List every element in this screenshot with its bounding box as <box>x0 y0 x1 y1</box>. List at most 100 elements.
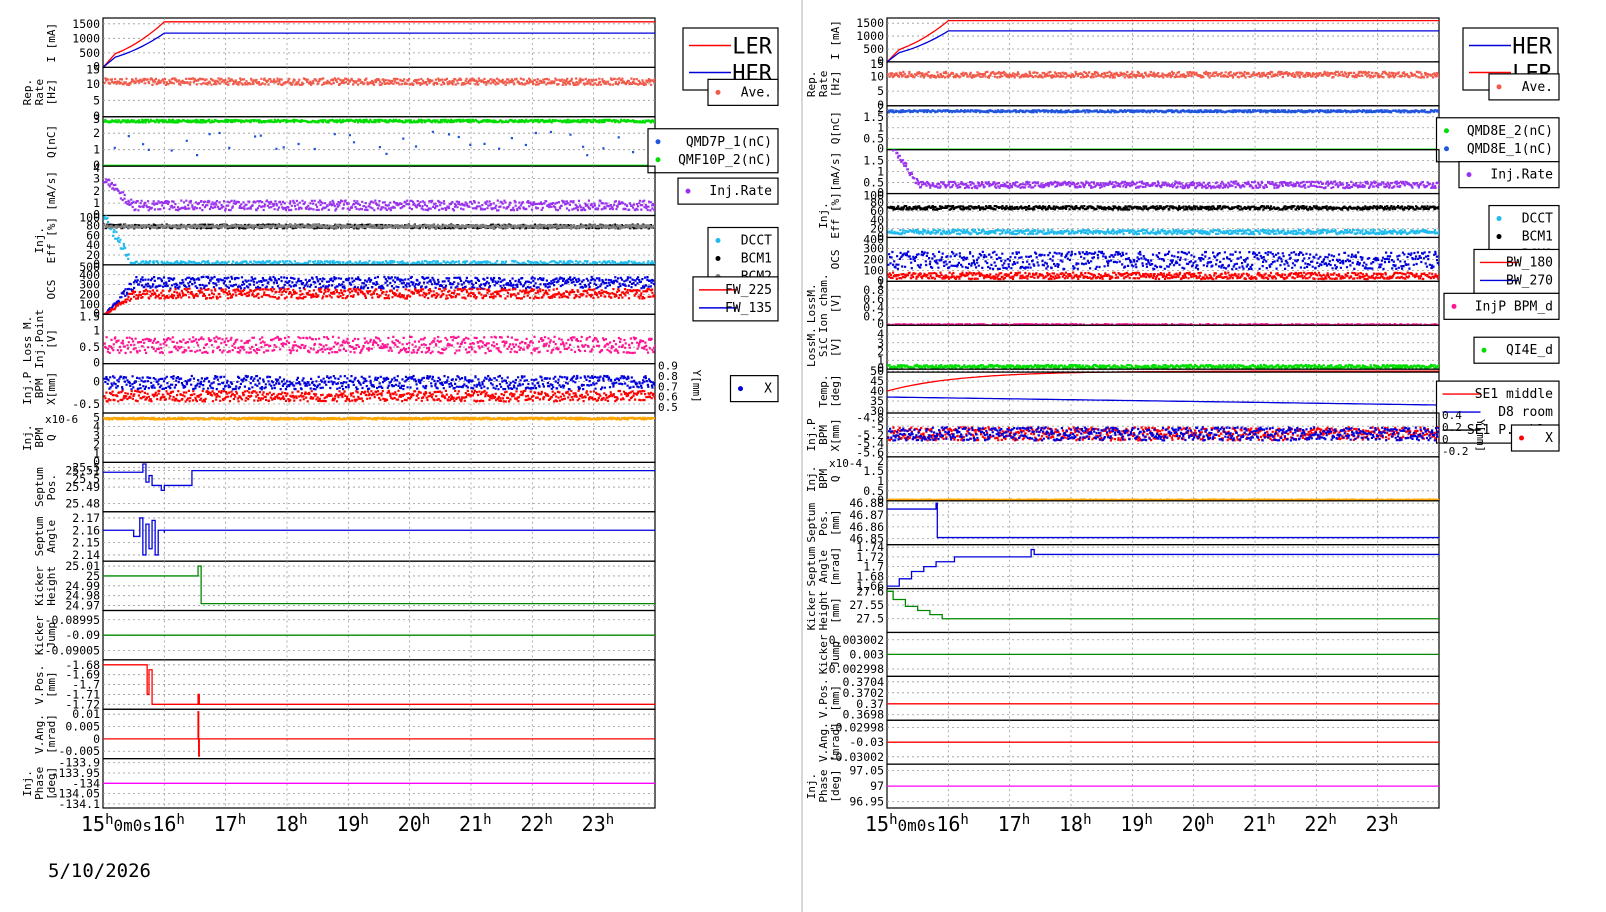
y-tick-label: 10 <box>86 77 100 91</box>
y-tick-label: 0.3704 <box>842 675 884 689</box>
y-label-line: LossM. <box>805 327 818 367</box>
y-axis-label: Inj. BPM Q <box>805 466 842 493</box>
series-ler <box>103 21 655 68</box>
y-tick-label: 0 <box>93 158 100 172</box>
y-axis-label: Q[nC] <box>45 125 58 158</box>
y-label-line: Q[nC] <box>829 111 842 144</box>
y-tick-label: -134.05 <box>52 787 100 801</box>
legend-swatch <box>1481 347 1487 353</box>
y-tick-label: 0.4 <box>863 301 884 315</box>
y-axis-label: [mA/s] <box>45 171 58 211</box>
series-14-1 <box>887 590 1439 620</box>
x-axis: 15h0m0s 16h 17h 18h 19h 20h 21h 22h 23h <box>81 812 614 836</box>
legend-swatch <box>685 188 691 194</box>
y-label-line: Phase <box>33 767 46 800</box>
y-tick-label: 1 <box>877 276 884 290</box>
y-label-line: Height <box>45 566 58 606</box>
y-tick-label: 5 <box>93 410 100 424</box>
series-fw-225 <box>103 287 655 315</box>
y-label-line: Eff [%] <box>45 217 58 263</box>
x-tick-label: 22h <box>1304 812 1337 836</box>
y-tick-label: 25.01 <box>65 559 100 573</box>
series-group <box>103 118 655 166</box>
series-ave- <box>887 70 1439 79</box>
series-x <box>103 374 655 391</box>
legend-box <box>1473 248 1560 295</box>
right-ticks: 0.90.80.70.60.5 Y[mm] <box>658 360 703 414</box>
y-tick-label: 0 <box>93 454 100 468</box>
y-label-line: Septum <box>805 546 818 586</box>
series-group <box>103 416 655 421</box>
y-label-line: Septum <box>33 467 46 507</box>
y-label-line: X[mm] <box>829 418 842 451</box>
legend: X <box>1510 424 1560 452</box>
y-axis-label: Inj.P BPM X[mm] <box>805 418 842 451</box>
y-tick-label: 0 <box>877 361 884 375</box>
y-axis-label: Loss M. Inj.Point [V] <box>21 309 58 369</box>
y-tick-label: 0 <box>93 306 100 320</box>
y-tick-label: 3 <box>93 112 100 126</box>
right-panel-10: -4.8-5-5.2-5.4-5.60.40.20-0.2 Y[mm]Inj.P B… <box>805 409 1560 460</box>
y-tick-label: 24.97 <box>65 599 100 613</box>
y-tick-label: 40 <box>870 384 884 398</box>
panel-frame <box>886 61 1440 107</box>
legend: QI4E_d <box>1473 336 1560 364</box>
y-tick-label: 0 <box>877 273 884 287</box>
y-tick-label: 0 <box>93 59 100 73</box>
left-panel-8: 0 -0.5 0.90.80.70.60.5 Y[mm] Inj.P BPM X[mm] X <box>21 360 779 414</box>
y-axis-label: Kicker Height <box>33 566 58 606</box>
y-tick-label: 1.5 <box>863 464 884 478</box>
y-tick-label: 0.37 <box>856 697 884 711</box>
series-group <box>103 275 655 315</box>
y-axis-label: Inj. Eff [%] <box>33 217 58 263</box>
y-tick-label: 3 <box>877 336 884 350</box>
x-tick-label: 18h <box>275 812 308 836</box>
right-tick-label: 0.8 <box>658 370 678 383</box>
y-tick-label: -0.03 <box>849 735 884 749</box>
right-ticks: 0.40.20-0.2 Y[mm] <box>1442 409 1487 458</box>
legend: Inj.Rate <box>677 177 779 205</box>
y-tick-label: 46.87 <box>849 508 884 522</box>
y-tick-label: 2.16 <box>72 523 100 537</box>
y-tick-label: 0.6 <box>863 292 884 306</box>
y-label-line: Pos. <box>45 474 58 501</box>
y-tick-label: 46.86 <box>849 520 884 534</box>
y-tick-label: 0.3698 <box>842 708 884 722</box>
y-tick-label: 96.95 <box>849 795 884 809</box>
series-8-2 <box>103 389 655 403</box>
legend-swatch <box>655 139 661 145</box>
series-group <box>887 426 1439 442</box>
legend-box <box>677 177 779 205</box>
series-group <box>887 70 1439 79</box>
y-ticks: 21.510.50 <box>863 454 1439 507</box>
y-label-line: OCS <box>45 280 58 300</box>
y-tick-label: 50 <box>870 364 884 378</box>
y-ticks: 21.510.50 <box>863 101 1439 156</box>
y-axis-label: OCS <box>829 249 842 269</box>
panel-frame <box>102 66 656 118</box>
series-group <box>887 205 1439 236</box>
y-tick-label: 10 <box>870 70 884 84</box>
right-axis-label: Y[mm] <box>690 370 703 403</box>
legend: QMD7P_1(nC) QMF10P_2(nC) <box>647 128 779 174</box>
series-bcm1 <box>887 205 1439 211</box>
y-tick-label: 0 <box>93 257 100 271</box>
x-tick-label: 22h <box>520 812 553 836</box>
x-tick-label: 15h0m0s <box>865 812 936 836</box>
y-tick-label: -134.1 <box>58 797 100 811</box>
y-label-line: Inj. <box>805 466 818 493</box>
panel-frame <box>102 412 656 463</box>
y-label-line: Jump <box>45 622 58 649</box>
y-ticks: 2.172.162.152.14 <box>72 511 655 562</box>
y-axis-label: Septum Pos. <box>33 467 58 507</box>
y-tick-label: 0 <box>877 142 884 156</box>
